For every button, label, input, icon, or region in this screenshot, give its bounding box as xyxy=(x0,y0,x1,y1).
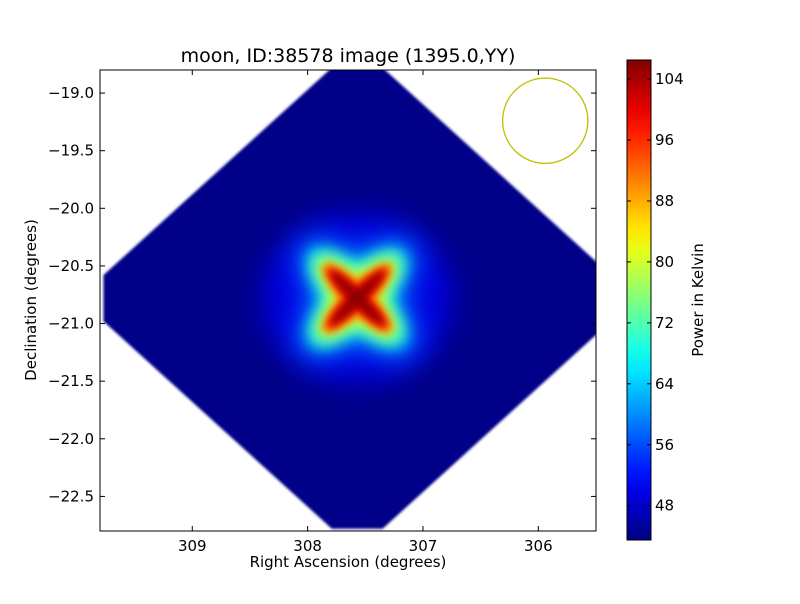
colorbar-tick-label: 64 xyxy=(655,375,674,393)
colorbar-tick-label: 72 xyxy=(655,314,674,332)
y-tick-label: −22.0 xyxy=(48,430,94,448)
y-tick-label: −21.5 xyxy=(48,372,94,390)
colorbar-tick-label: 96 xyxy=(655,131,674,149)
colorbar-label: Power in Kelvin xyxy=(689,243,707,357)
colorbar-tick-label: 56 xyxy=(655,436,674,454)
source-lobe xyxy=(331,272,383,324)
x-axis: 309 308 307 306 xyxy=(178,70,553,555)
beam-circle xyxy=(501,77,589,165)
x-tick-label: 307 xyxy=(409,537,438,555)
y-axis: −19.0 −19.5 −20.0 −20.5 −21.0 −21.5 −22.0 −22.5 xyxy=(48,84,596,505)
source-glow xyxy=(262,213,453,384)
heatmap-image xyxy=(103,70,596,529)
plot-frame xyxy=(99,69,597,532)
colorbar-frame xyxy=(626,59,652,541)
y-axis-label: Declination (degrees) xyxy=(22,219,40,381)
y-tick-label: −19.5 xyxy=(48,142,94,160)
colorbar: 48 56 64 72 80 88 96 104 Power in Kelvin xyxy=(626,59,707,541)
x-tick-label: 306 xyxy=(524,537,553,555)
x-tick-label: 309 xyxy=(178,537,207,555)
colorbar-fill xyxy=(627,60,651,540)
y-tick-label: −21.0 xyxy=(48,315,94,333)
x-tick-label: 308 xyxy=(293,537,322,555)
y-tick-label: −22.5 xyxy=(48,487,94,505)
y-tick-label: −19.0 xyxy=(48,84,94,102)
plot-area xyxy=(100,70,596,531)
y-tick-label: −20.5 xyxy=(48,257,94,275)
y-tick-label: −20.0 xyxy=(48,199,94,217)
colorbar-tick-label: 48 xyxy=(655,497,674,515)
colorbar-tick-label: 104 xyxy=(655,70,684,88)
colorbar-ticks: 48 56 64 72 80 88 96 104 xyxy=(627,70,684,515)
chart-title: moon, ID:38578 image (1395.0,YY) xyxy=(181,45,516,67)
colorbar-tick-label: 80 xyxy=(655,253,674,271)
x-axis-label: Right Ascension (degrees) xyxy=(250,553,447,571)
colorbar-tick-label: 88 xyxy=(655,192,674,210)
